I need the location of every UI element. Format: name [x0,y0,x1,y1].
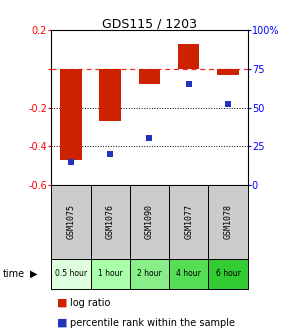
Text: log ratio: log ratio [70,298,111,308]
Text: 2 hour: 2 hour [137,269,162,278]
Text: 4 hour: 4 hour [176,269,201,278]
Text: GSM1078: GSM1078 [224,204,232,239]
Bar [51,259,91,289]
Text: 1 hour: 1 hour [98,269,122,278]
Point [108,151,113,157]
Point [226,102,230,107]
Bar [51,185,91,259]
Text: ■: ■ [57,298,68,308]
Point [147,136,152,141]
Bar [169,185,208,259]
Bar [169,259,208,289]
Text: time: time [3,269,25,279]
Bar [91,259,130,289]
Text: 6 hour: 6 hour [216,269,240,278]
Bar [139,69,160,84]
Bar [130,259,169,289]
Bar [217,69,239,75]
Bar [130,185,169,259]
Point [186,82,191,87]
Text: percentile rank within the sample: percentile rank within the sample [70,318,235,328]
Bar [99,69,121,121]
Bar [178,44,200,69]
Point [69,159,73,164]
Bar [60,69,82,160]
Text: GSM1077: GSM1077 [184,204,193,239]
Text: GSM1075: GSM1075 [67,204,75,239]
Text: 0.5 hour: 0.5 hour [55,269,87,278]
Title: GDS115 / 1203: GDS115 / 1203 [102,17,197,30]
Bar [208,185,248,259]
Text: GSM1090: GSM1090 [145,204,154,239]
Text: ■: ■ [57,318,68,328]
Bar [91,185,130,259]
Text: ▶: ▶ [30,269,38,279]
Text: GSM1076: GSM1076 [106,204,115,239]
Bar [208,259,248,289]
